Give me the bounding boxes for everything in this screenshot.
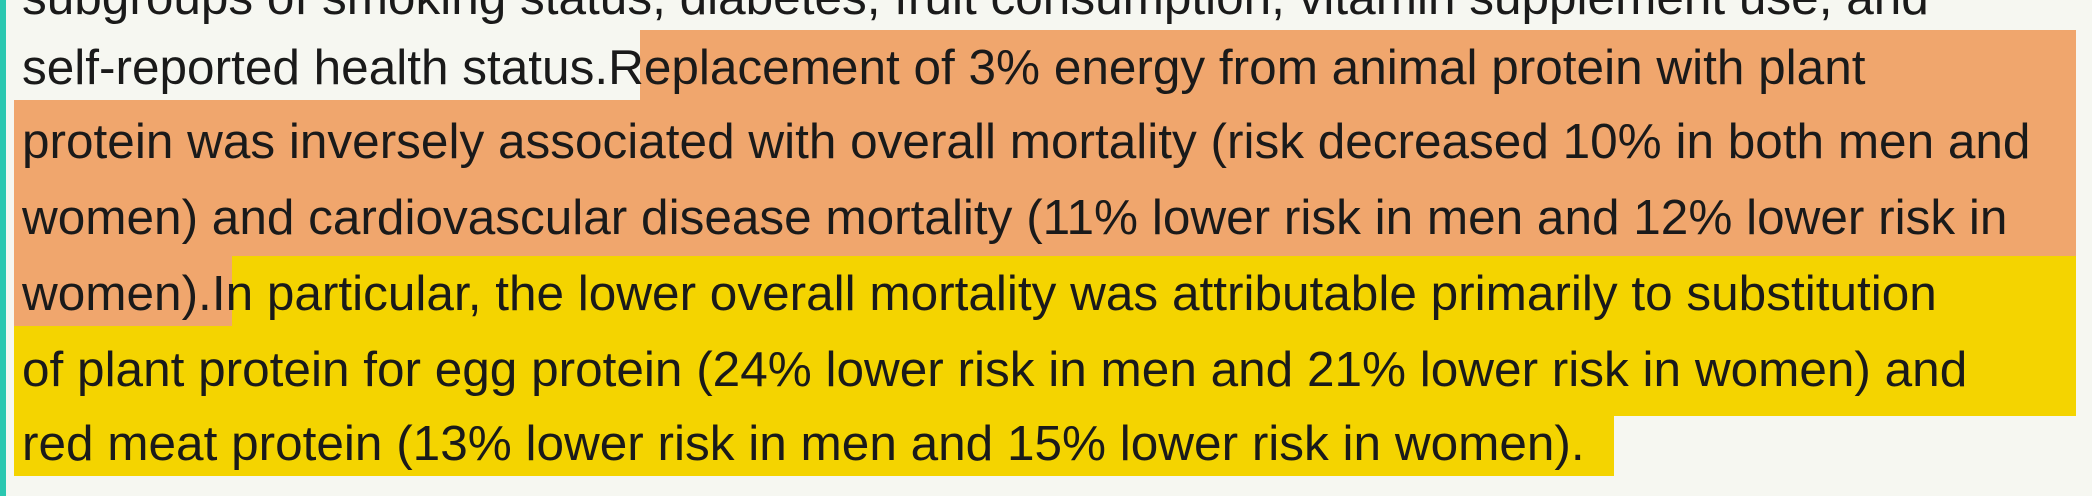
paragraph-line-6: red meat protein (13% lower risk in men … (22, 406, 1585, 482)
highlight-orange-line4 (14, 256, 240, 332)
line4-yellow-text: In particular, the lower overall mortali… (211, 266, 1937, 321)
line1-plain-text: self-reported health status. (22, 40, 609, 95)
partial-top-line: subgroups of smoking status, diabetes, f… (22, 0, 1929, 36)
line6-highlighted-text: red meat protein (13% lower risk in men … (22, 416, 1585, 471)
paragraph-line-3: women) and cardiovascular disease mortal… (22, 180, 2007, 256)
paragraph-line-1: self-reported health status. Replacement… (22, 30, 1865, 106)
line2-highlighted-text: protein was inversely associated with ov… (22, 114, 2031, 169)
paragraph-line-4: women). In particular, the lower overall… (22, 256, 1937, 332)
highlight-yellow-line4 (232, 256, 2076, 332)
line5-highlighted-text: of plant protein for egg protein (24% lo… (22, 342, 1968, 397)
highlight-yellow-block (14, 326, 2076, 416)
highlight-yellow-line6 (14, 408, 1614, 476)
line3-highlighted-text: women) and cardiovascular disease mortal… (22, 190, 2008, 245)
line4-orange-text: women). (22, 266, 212, 321)
paragraph-line-2: protein was inversely associated with ov… (22, 104, 2030, 180)
left-accent-bar (0, 0, 6, 496)
highlight-orange-line1 (640, 30, 2076, 106)
paragraph-line-5: of plant protein for egg protein (24% lo… (22, 332, 1967, 408)
line1-highlighted-text: Replacement of 3% energy from animal pro… (608, 40, 1866, 95)
